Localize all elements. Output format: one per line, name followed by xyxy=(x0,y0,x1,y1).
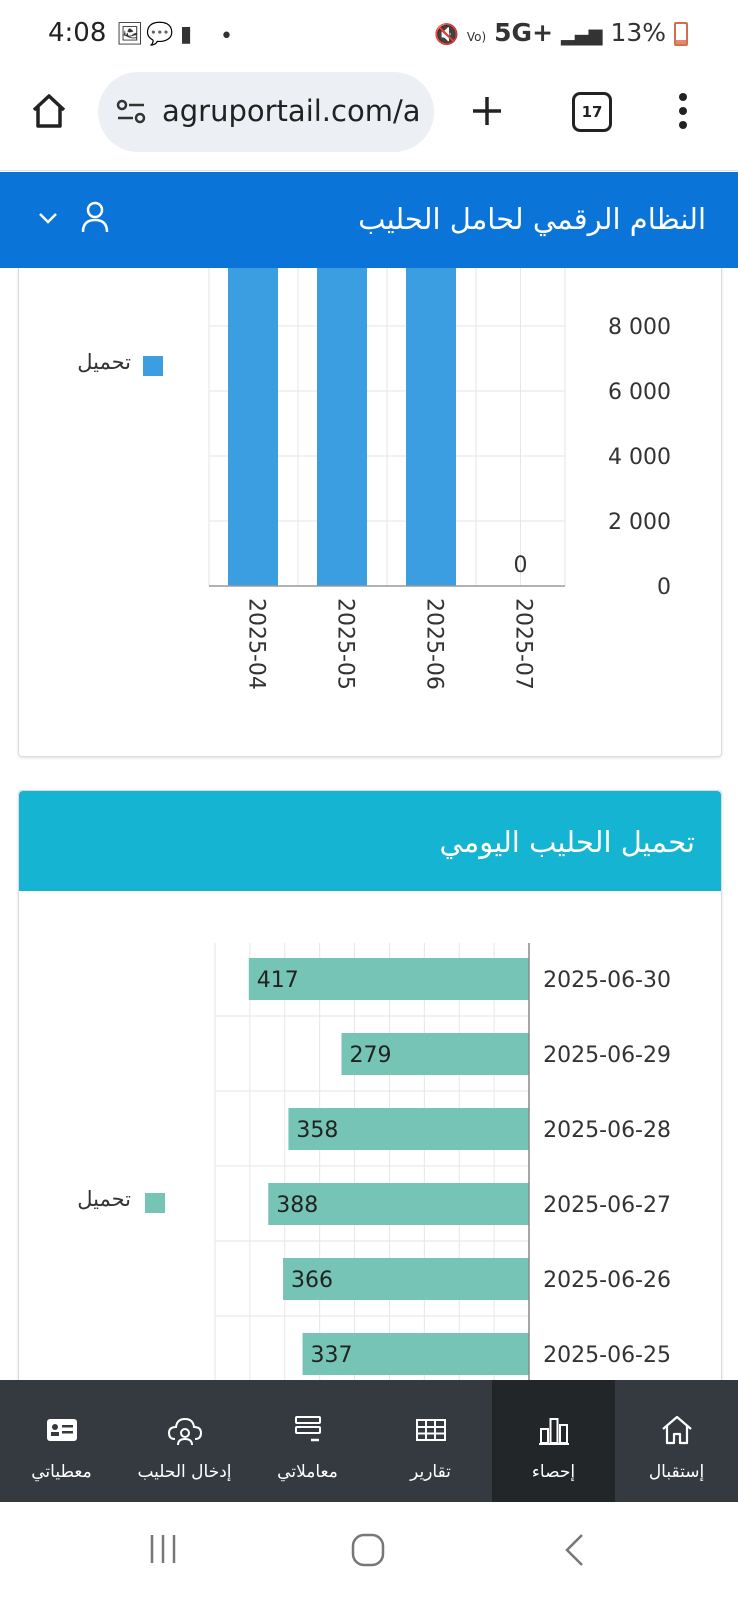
monthly-chart-card: تحميل 0 2 000 4 000 6 000 8 000 0 2025-04 2025-… xyxy=(18,250,722,757)
daily-bar-chart: 417 2025-06-30 279 2025-06-29 358 2025-06-28 3… xyxy=(214,943,671,1411)
recents-icon[interactable] xyxy=(146,1532,180,1566)
table-icon xyxy=(415,1419,446,1441)
nav-item-reports[interactable]: تقارير xyxy=(369,1380,492,1502)
app-header: النظام الرقمي لحامل الحليب xyxy=(0,172,738,268)
chevron-down-icon[interactable] xyxy=(36,206,60,230)
nav-label: إحصاء xyxy=(531,1462,576,1482)
x-tick-label: 2025-07 xyxy=(511,598,536,690)
status-right: 🔇 Vo) 5G+ ▂▄▆ 13% xyxy=(434,18,688,47)
x-tick-label: 2025-06 xyxy=(422,598,447,690)
network-type: 5G+ xyxy=(494,18,554,47)
bar xyxy=(341,1033,529,1075)
battery-icon xyxy=(674,22,688,46)
nav-label: معاملاتي xyxy=(277,1462,338,1482)
app-title: النظام الرقمي لحامل الحليب xyxy=(358,202,706,236)
y-tick-label: 6 000 xyxy=(608,380,671,405)
nav-label: معطياتي xyxy=(31,1462,92,1482)
x-tick-label: 2025-05 xyxy=(333,598,358,690)
bar xyxy=(317,261,367,586)
card-header: تحميل الحليب اليومي xyxy=(19,791,721,891)
status-time: 4:08 xyxy=(48,18,107,48)
nav-item-home[interactable]: إستقبال xyxy=(615,1380,738,1502)
more-menu-icon[interactable] xyxy=(678,92,688,130)
y-tick-label: 0 xyxy=(657,575,671,600)
nav-item-my-data[interactable]: معطياتي xyxy=(0,1380,123,1502)
nav-item-milk-entry[interactable]: إدخال الحليب xyxy=(123,1380,246,1502)
bar xyxy=(228,261,278,586)
data-label: 388 xyxy=(276,1193,318,1218)
data-label: 0 xyxy=(514,553,528,578)
status-bar: 4:08 🖼 💬 ▮ • 🔇 Vo) 5G+ ▂▄▆ 13% xyxy=(0,0,738,70)
y-tick-label: 2025-06-26 xyxy=(543,1268,671,1293)
bar-chart-icon xyxy=(538,1418,569,1445)
bar xyxy=(302,1333,529,1375)
bar xyxy=(283,1258,529,1300)
transactions-icon xyxy=(294,1416,321,1442)
y-tick-label: 2025-06-29 xyxy=(543,1043,671,1068)
address-bar[interactable]: agruportail.com/a xyxy=(98,72,434,152)
data-label: 337 xyxy=(311,1343,353,1368)
home-icon[interactable] xyxy=(30,92,68,130)
y-tick-label: 4 000 xyxy=(608,445,671,470)
browser-toolbar: agruportail.com/a 17 xyxy=(0,70,738,171)
battery-alert-icon: ▮ xyxy=(180,22,193,47)
data-label: 279 xyxy=(350,1043,392,1068)
message-notification-icon: 💬 xyxy=(146,22,174,47)
data-label: 358 xyxy=(296,1118,338,1143)
y-tick-label: 2025-06-30 xyxy=(543,968,671,993)
legend-label: تحميل xyxy=(77,1187,131,1211)
y-tick-label: 2 000 xyxy=(608,510,671,535)
nav-label: تقارير xyxy=(410,1462,451,1482)
home-button-icon[interactable] xyxy=(350,1532,386,1568)
legend-label: تحميل xyxy=(77,350,131,374)
volte-icon: Vo) xyxy=(466,30,487,44)
bottom-nav: إستقبال إحصاء تقارير معاملاتي xyxy=(0,1380,738,1502)
nav-item-transactions[interactable]: معاملاتي xyxy=(246,1380,369,1502)
url-text[interactable]: agruportail.com/a xyxy=(162,94,421,128)
gallery-notification-icon: 🖼 xyxy=(116,22,144,47)
new-tab-icon[interactable] xyxy=(470,94,504,128)
dot-icon: • xyxy=(220,24,233,49)
signal-icon: ▂▄▆ xyxy=(560,25,603,46)
card-title: تحميل الحليب اليومي xyxy=(439,825,695,859)
nav-label: إستقبال xyxy=(648,1462,705,1482)
mute-icon: 🔇 xyxy=(434,22,459,46)
legend-swatch xyxy=(145,1193,165,1213)
site-settings-icon[interactable] xyxy=(116,98,146,126)
home-icon xyxy=(661,1415,692,1445)
bar xyxy=(248,958,529,1000)
bar xyxy=(288,1108,529,1150)
y-tick-label: 2025-06-27 xyxy=(543,1193,671,1218)
system-nav-bar xyxy=(0,1502,738,1600)
monthly-bar-chart: 0 2 000 4 000 6 000 8 000 0 2025-04 2025-05 2025… xyxy=(208,250,671,690)
x-tick-label: 2025-04 xyxy=(244,598,269,690)
tab-switcher-button[interactable]: 17 xyxy=(572,92,612,132)
back-icon[interactable] xyxy=(562,1532,586,1568)
y-tick-label: 2025-06-28 xyxy=(543,1118,671,1143)
data-label: 366 xyxy=(291,1268,333,1293)
user-icon[interactable] xyxy=(80,200,110,234)
bar xyxy=(406,261,456,586)
legend-swatch xyxy=(143,356,163,376)
nav-item-statistics[interactable]: إحصاء xyxy=(492,1380,615,1502)
y-tick-label: 2025-06-25 xyxy=(543,1343,671,1368)
battery-percent: 13% xyxy=(610,18,667,47)
bar xyxy=(268,1183,529,1225)
daily-chart-card: تحميل الحليب اليومي تحميل 417 2025-06-30 2… xyxy=(18,790,722,1412)
y-tick-label: 8 000 xyxy=(608,315,671,340)
nav-label: إدخال الحليب xyxy=(137,1462,232,1482)
cloud-user-icon xyxy=(167,1417,202,1446)
id-card-icon xyxy=(46,1419,77,1441)
data-label: 417 xyxy=(257,968,299,993)
